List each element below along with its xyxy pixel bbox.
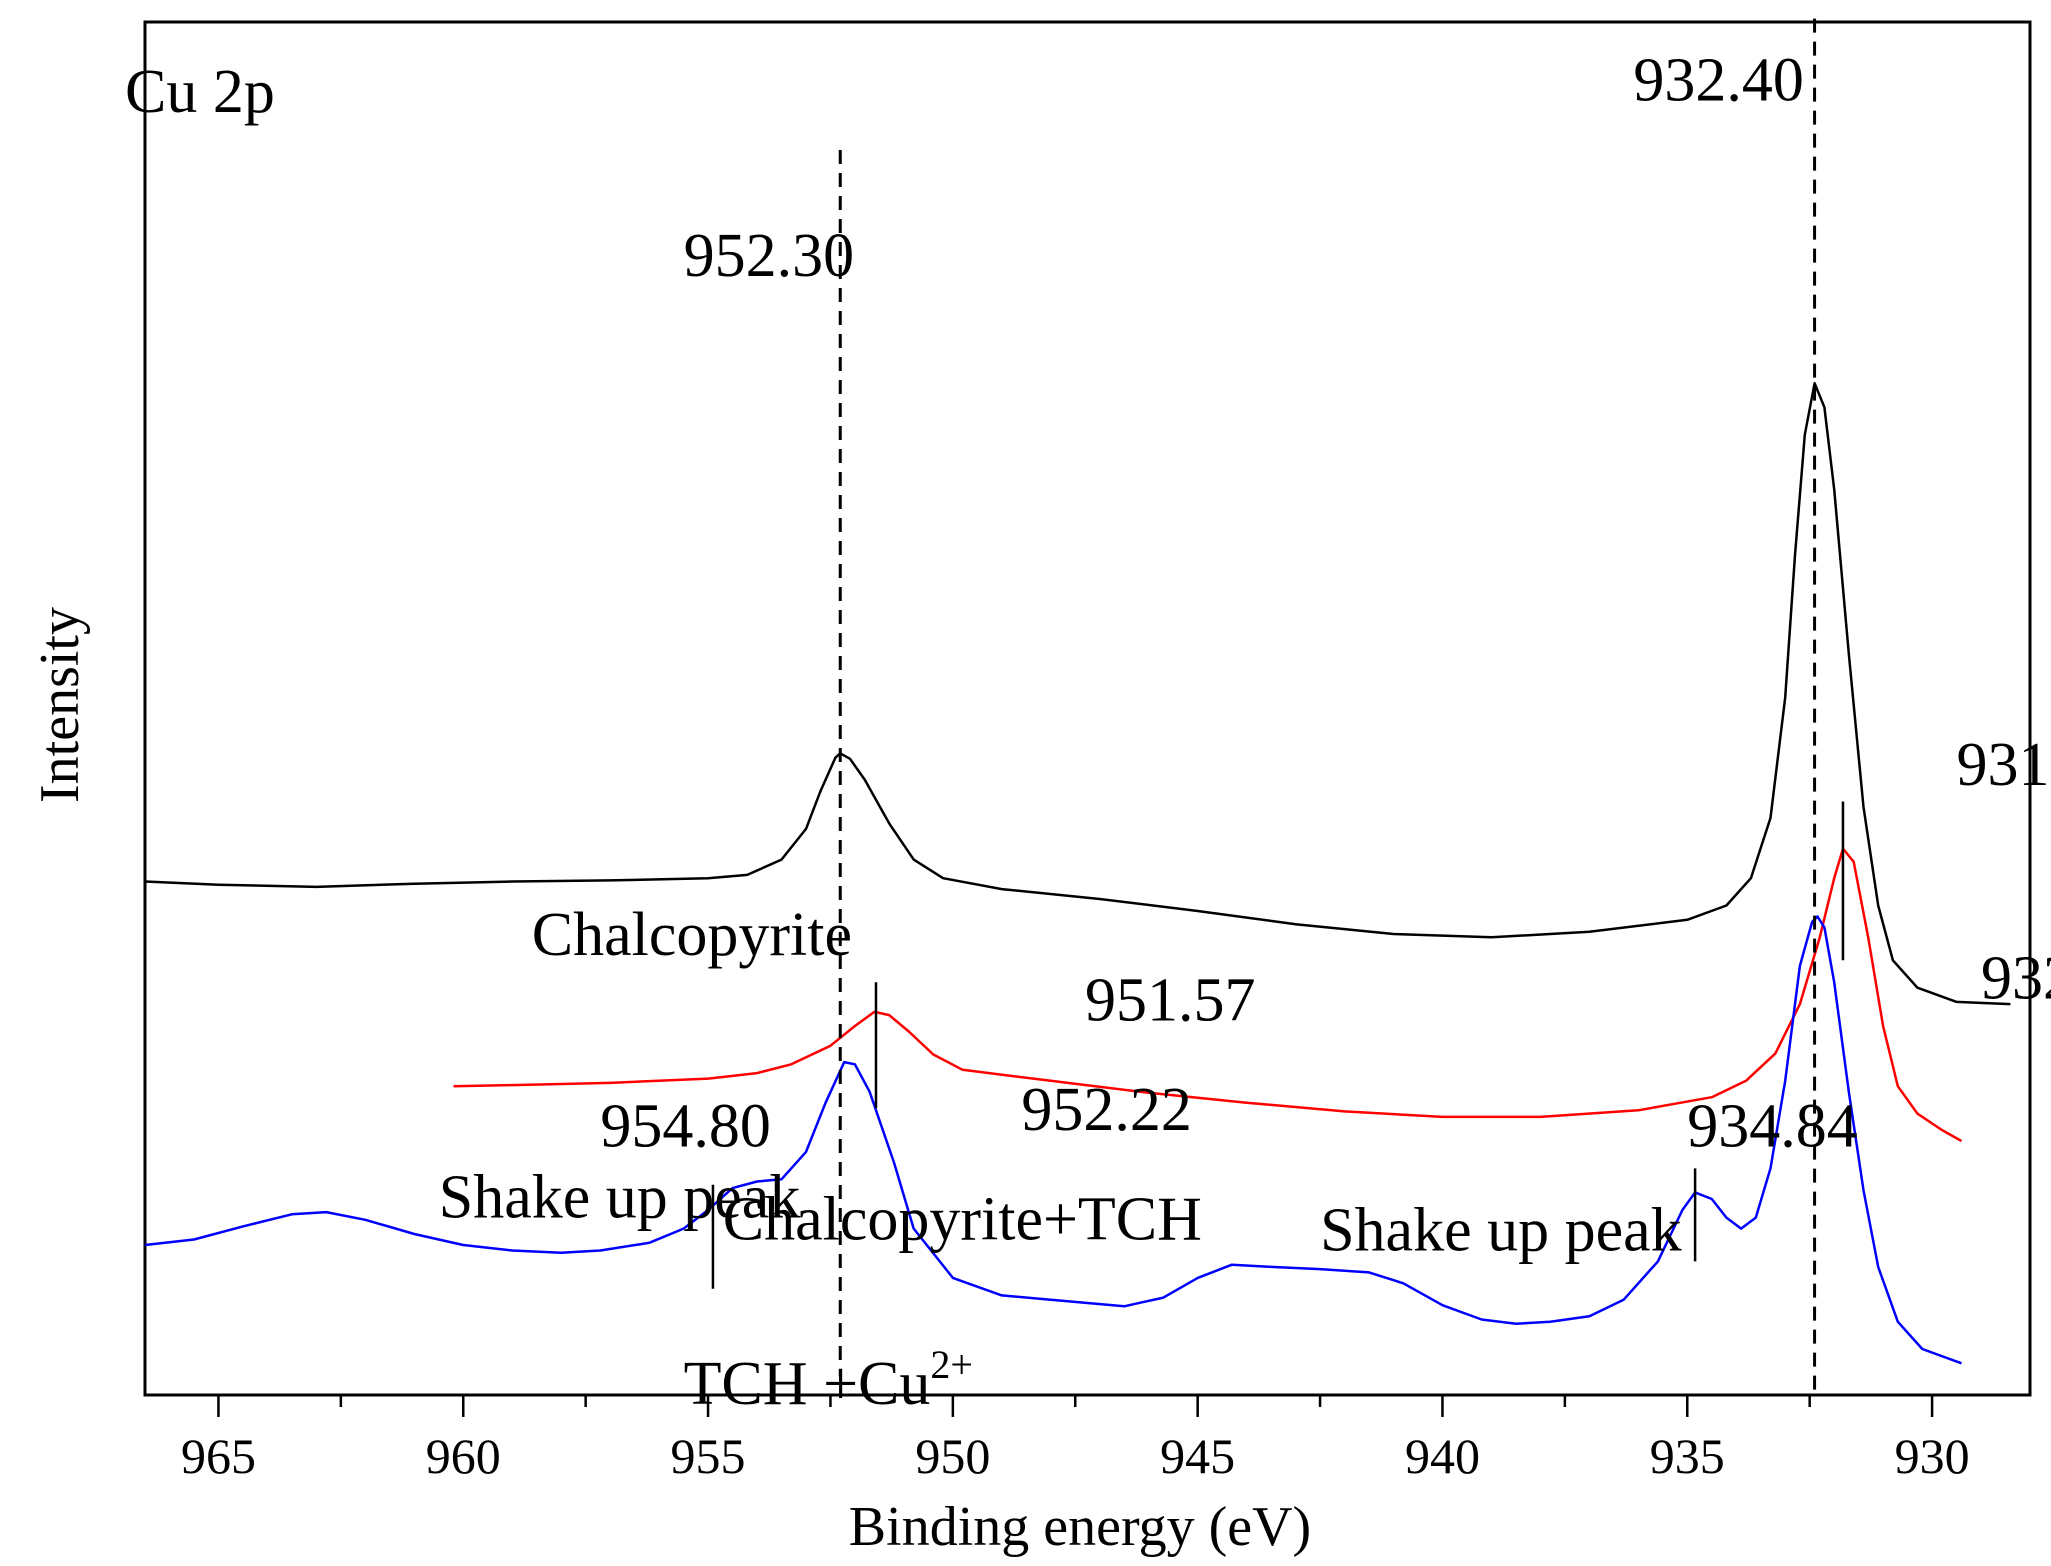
annotation-label: Shake up peak [439, 1164, 801, 1232]
x-tick-label: 935 [1650, 1428, 1725, 1484]
plot-frame [143, 20, 2032, 1397]
annotation-tch-base: TCH +Cu [684, 1350, 931, 1418]
series-line-2 [453, 847, 1963, 1143]
series-line-1 [144, 381, 2011, 1006]
x-tick-label: 965 [181, 1428, 256, 1484]
x-tick-label: 950 [915, 1428, 990, 1484]
annotation-label: 932.34 [1981, 945, 2051, 1013]
annotation-label: Chalcopyrite+TCH [723, 1186, 1202, 1254]
annotation-tch-superscript: 2+ [930, 1342, 973, 1387]
x-tick-label: 945 [1160, 1428, 1235, 1484]
x-tick-label: 930 [1895, 1428, 1970, 1484]
series-line-3 [144, 915, 1962, 1365]
annotation-label: 951.57 [1085, 967, 1256, 1035]
x-tick-label: 955 [671, 1428, 746, 1484]
chart-title: Cu 2p [125, 58, 275, 126]
annotation-label: 931.82 [1957, 731, 2051, 799]
plot-area: 965 960 955 950 945 940 935 930 952.30 932.40 931.… [143, 18, 2051, 1484]
annotation-label: Shake up peak [1320, 1196, 1682, 1264]
annotation-label: 952.30 [684, 222, 855, 290]
annotation-label: Chalcopyrite [532, 901, 852, 969]
annotation-label: 932.40 [1633, 47, 1804, 115]
annotation-label: 934.84 [1687, 1092, 1858, 1160]
y-axis-label: Intensity [29, 607, 91, 803]
annotation-label: 954.80 [600, 1092, 771, 1160]
annotation-label: 952.22 [1021, 1076, 1192, 1144]
x-axis-label: Binding energy (eV) [849, 1496, 1311, 1558]
annotation-tch-cu2: TCH +Cu2+ [684, 1342, 973, 1418]
x-tick-label: 960 [426, 1428, 501, 1484]
x-tick-label: 940 [1405, 1428, 1480, 1484]
